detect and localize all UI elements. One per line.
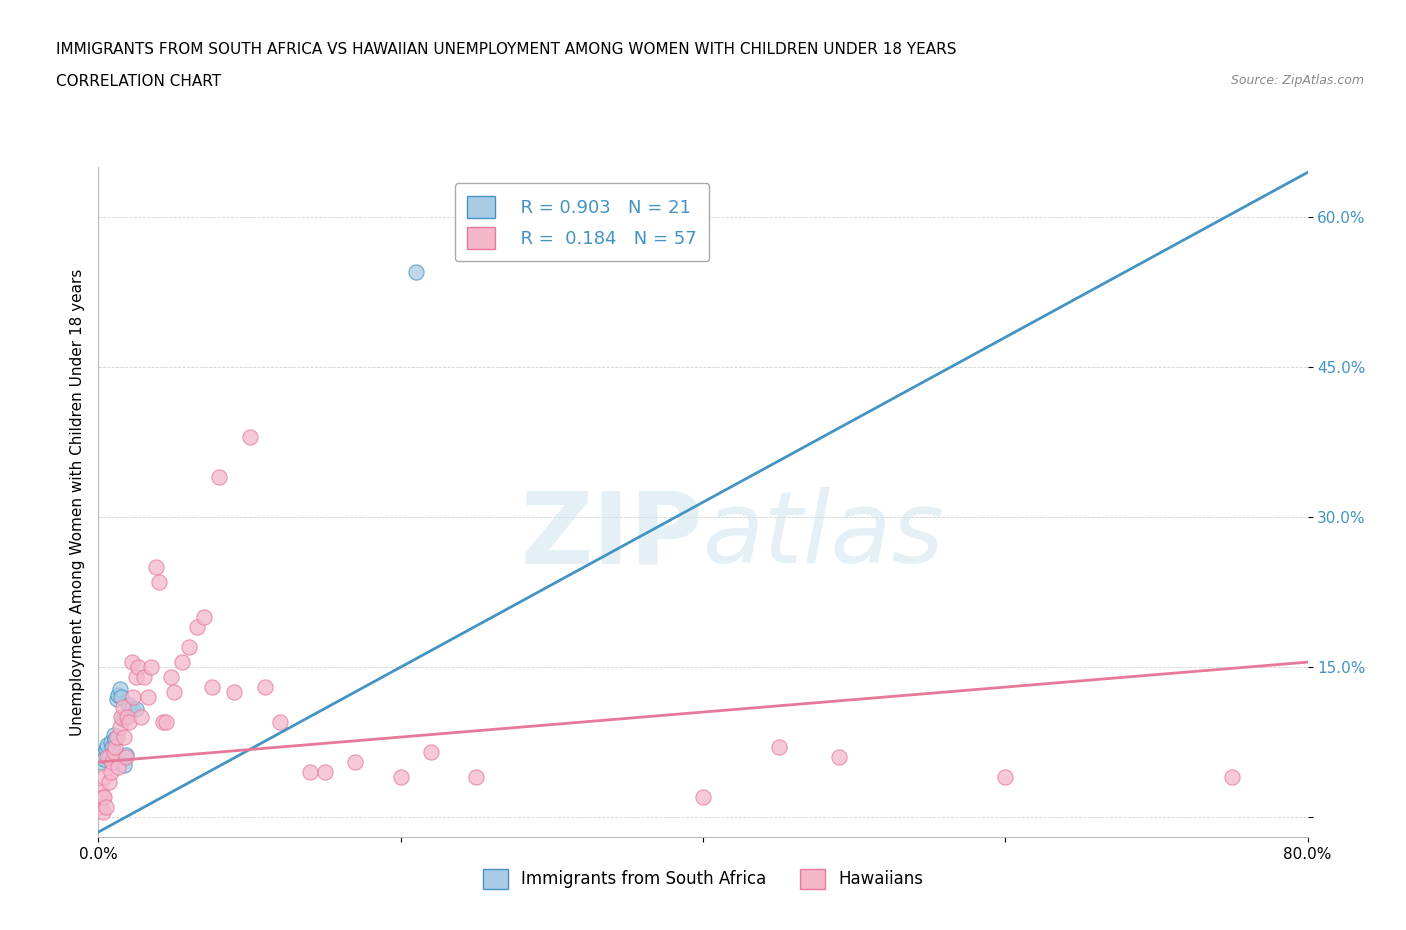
Point — [104, 739, 127, 754]
Point — [208, 470, 231, 485]
Point — [91, 748, 114, 763]
Point — [103, 745, 125, 760]
Point — [994, 770, 1017, 785]
Point — [112, 730, 135, 745]
Point — [111, 699, 134, 714]
Text: atlas: atlas — [703, 487, 945, 584]
Point — [177, 640, 201, 655]
Point — [152, 714, 174, 729]
Point — [93, 770, 115, 785]
Point — [1220, 770, 1243, 785]
Point — [155, 714, 177, 729]
Point — [389, 770, 412, 785]
Point — [163, 684, 186, 699]
Point — [96, 750, 118, 764]
Point — [224, 684, 246, 699]
Point — [104, 732, 127, 747]
Point — [98, 775, 121, 790]
Point — [692, 790, 714, 804]
Point — [110, 690, 132, 705]
Point — [132, 670, 155, 684]
Point — [101, 754, 124, 769]
Y-axis label: Unemployment Among Women with Children Under 18 years: Unemployment Among Women with Children U… — [69, 269, 84, 736]
Point — [94, 741, 117, 756]
Point — [160, 670, 183, 684]
Point — [127, 659, 149, 674]
Point — [145, 560, 167, 575]
Point — [419, 745, 441, 760]
Point — [768, 739, 790, 754]
Point — [121, 655, 143, 670]
Point — [129, 710, 152, 724]
Point — [141, 659, 163, 674]
Point — [114, 750, 136, 764]
Point — [90, 754, 112, 769]
Point — [105, 730, 128, 745]
Point — [314, 764, 336, 779]
Point — [269, 714, 291, 729]
Point — [118, 698, 141, 712]
Point — [239, 430, 262, 445]
Point — [89, 800, 111, 815]
Point — [114, 748, 136, 763]
Point — [121, 701, 143, 716]
Point — [118, 714, 141, 729]
Point — [96, 737, 118, 752]
Point — [94, 800, 117, 815]
Text: ZIP: ZIP — [520, 487, 703, 584]
Point — [93, 790, 115, 804]
Point — [344, 754, 367, 769]
Point — [100, 764, 122, 779]
Point — [98, 750, 121, 764]
Point — [110, 710, 132, 724]
Point — [101, 739, 124, 754]
Point — [136, 690, 159, 705]
Point — [91, 790, 114, 804]
Point — [299, 764, 322, 779]
Point — [125, 670, 148, 684]
Point — [405, 265, 427, 280]
Point — [91, 804, 114, 819]
Point — [112, 758, 135, 773]
Point — [170, 655, 193, 670]
Text: IMMIGRANTS FROM SOUTH AFRICA VS HAWAIIAN UNEMPLOYMENT AMONG WOMEN WITH CHILDREN : IMMIGRANTS FROM SOUTH AFRICA VS HAWAIIAN… — [56, 42, 956, 57]
Point — [193, 610, 215, 625]
Text: Source: ZipAtlas.com: Source: ZipAtlas.com — [1230, 74, 1364, 87]
Point — [93, 751, 115, 766]
Point — [105, 692, 128, 707]
Text: CORRELATION CHART: CORRELATION CHART — [56, 74, 221, 89]
Point — [107, 760, 129, 775]
Point — [108, 720, 131, 735]
Point — [253, 680, 276, 695]
Point — [125, 701, 148, 716]
Point — [148, 575, 170, 590]
Point — [115, 710, 138, 724]
Point — [107, 687, 129, 702]
Legend: Immigrants from South Africa, Hawaiians: Immigrants from South Africa, Hawaiians — [477, 862, 929, 896]
Point — [103, 727, 125, 742]
Point — [122, 690, 145, 705]
Point — [828, 750, 851, 764]
Point — [186, 619, 208, 634]
Point — [201, 680, 224, 695]
Point — [100, 735, 122, 750]
Point — [90, 785, 112, 800]
Point — [465, 770, 488, 785]
Point — [108, 682, 131, 697]
Point — [111, 711, 134, 726]
